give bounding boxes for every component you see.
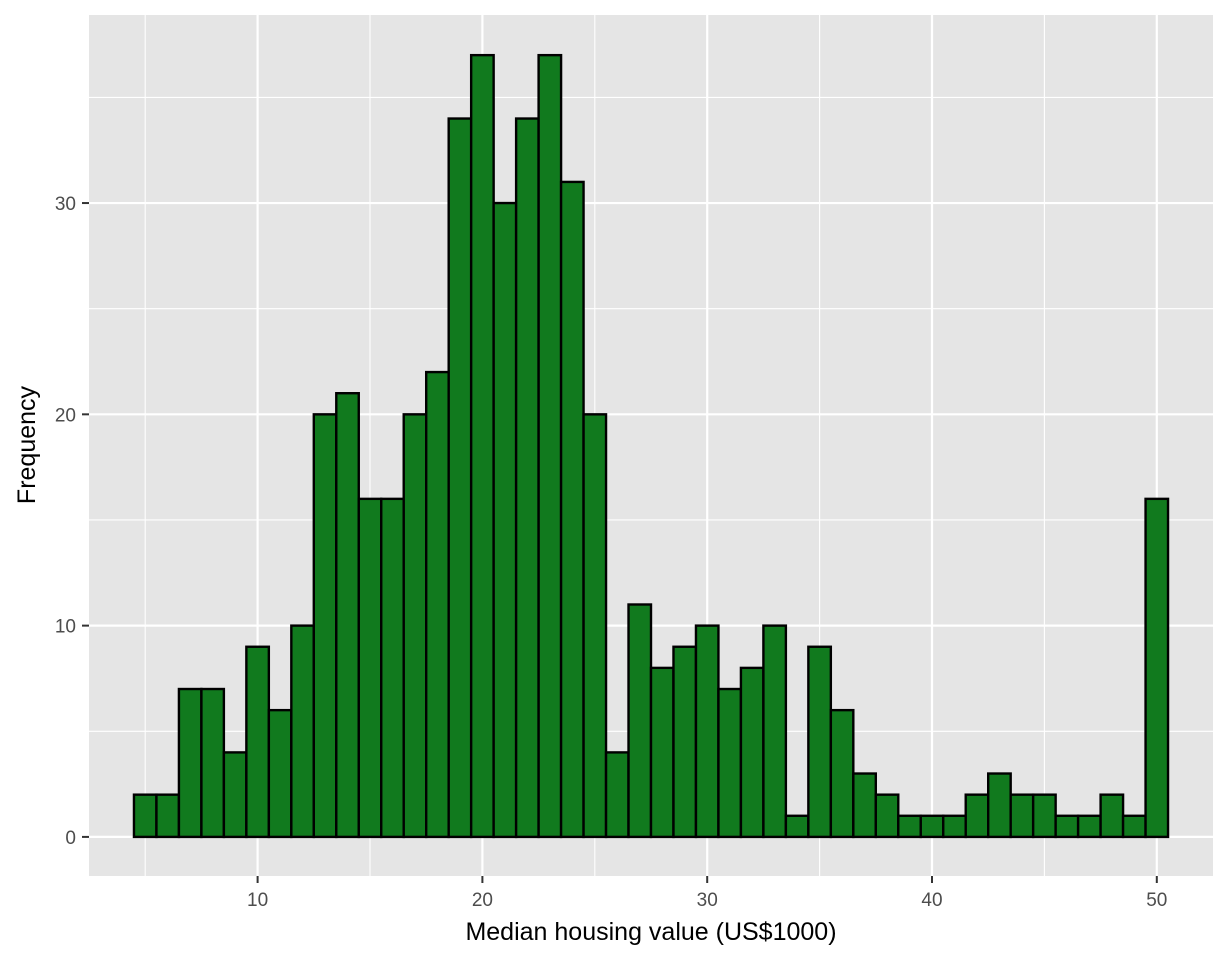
histogram-bar	[874, 793, 900, 839]
histogram-bar	[537, 53, 563, 839]
histogram-bar	[942, 814, 967, 839]
histogram-bar	[425, 370, 450, 839]
histogram-bar	[672, 645, 698, 839]
x-axis: 10 20 30 40 50	[247, 876, 1167, 911]
x-axis-title: Median housing value (US$1000)	[465, 918, 836, 946]
x-tick-label: 20	[472, 890, 493, 911]
histogram-bar	[290, 624, 316, 839]
histogram-bar	[312, 413, 338, 839]
x-tick-label: 40	[921, 890, 942, 911]
x-tick-label: 50	[1146, 890, 1167, 911]
histogram-bar	[559, 180, 585, 839]
histogram-bar	[1031, 793, 1057, 839]
histogram-bar	[649, 666, 675, 839]
y-axis: 0 10 20 30	[55, 194, 89, 849]
y-tick-label: 0	[65, 828, 76, 849]
histogram-bar	[897, 814, 922, 839]
y-axis-title: Frequency	[13, 385, 41, 504]
histogram-bar	[132, 793, 158, 839]
histogram-bar	[447, 117, 473, 839]
histogram-bar	[200, 687, 226, 839]
histogram-bar	[784, 814, 810, 839]
histogram-bar	[987, 772, 1012, 839]
histogram-bar	[1144, 497, 1170, 839]
histogram-bar	[582, 413, 608, 839]
histogram-bar	[492, 201, 518, 839]
histogram-bar	[469, 53, 495, 839]
x-tick-label: 10	[247, 890, 268, 911]
histogram-bar	[1099, 793, 1125, 839]
y-tick-label: 30	[55, 194, 76, 215]
histogram-bar	[1121, 814, 1147, 839]
histogram-bar	[1076, 814, 1102, 839]
histogram-bar	[739, 666, 765, 839]
histogram-bar	[155, 793, 181, 839]
histogram-bar	[335, 392, 360, 839]
x-tick-label: 30	[697, 890, 718, 911]
histogram-bar	[762, 624, 788, 839]
y-tick-label: 20	[55, 405, 76, 426]
histogram-bar	[604, 751, 630, 839]
histogram-bar	[919, 814, 945, 839]
histogram-bar	[1009, 793, 1035, 839]
histogram-bar	[852, 772, 878, 839]
histogram-bar	[380, 497, 405, 839]
histogram-bar	[717, 687, 743, 839]
histogram-bar	[245, 645, 271, 839]
histogram-bars	[132, 53, 1170, 839]
histogram-bar	[829, 708, 855, 839]
histogram-bar	[514, 117, 540, 839]
histogram-bar	[807, 645, 833, 839]
histogram-bar	[964, 793, 990, 839]
histogram-bar	[1054, 814, 1080, 839]
histogram-bar	[694, 624, 720, 839]
histogram-bar	[177, 687, 203, 839]
histogram-bar	[267, 708, 293, 839]
histogram-bar	[627, 603, 653, 839]
histogram-bar	[402, 413, 428, 839]
histogram-bar	[357, 497, 383, 839]
y-tick-label: 10	[55, 617, 76, 638]
histogram-bar	[222, 751, 248, 839]
